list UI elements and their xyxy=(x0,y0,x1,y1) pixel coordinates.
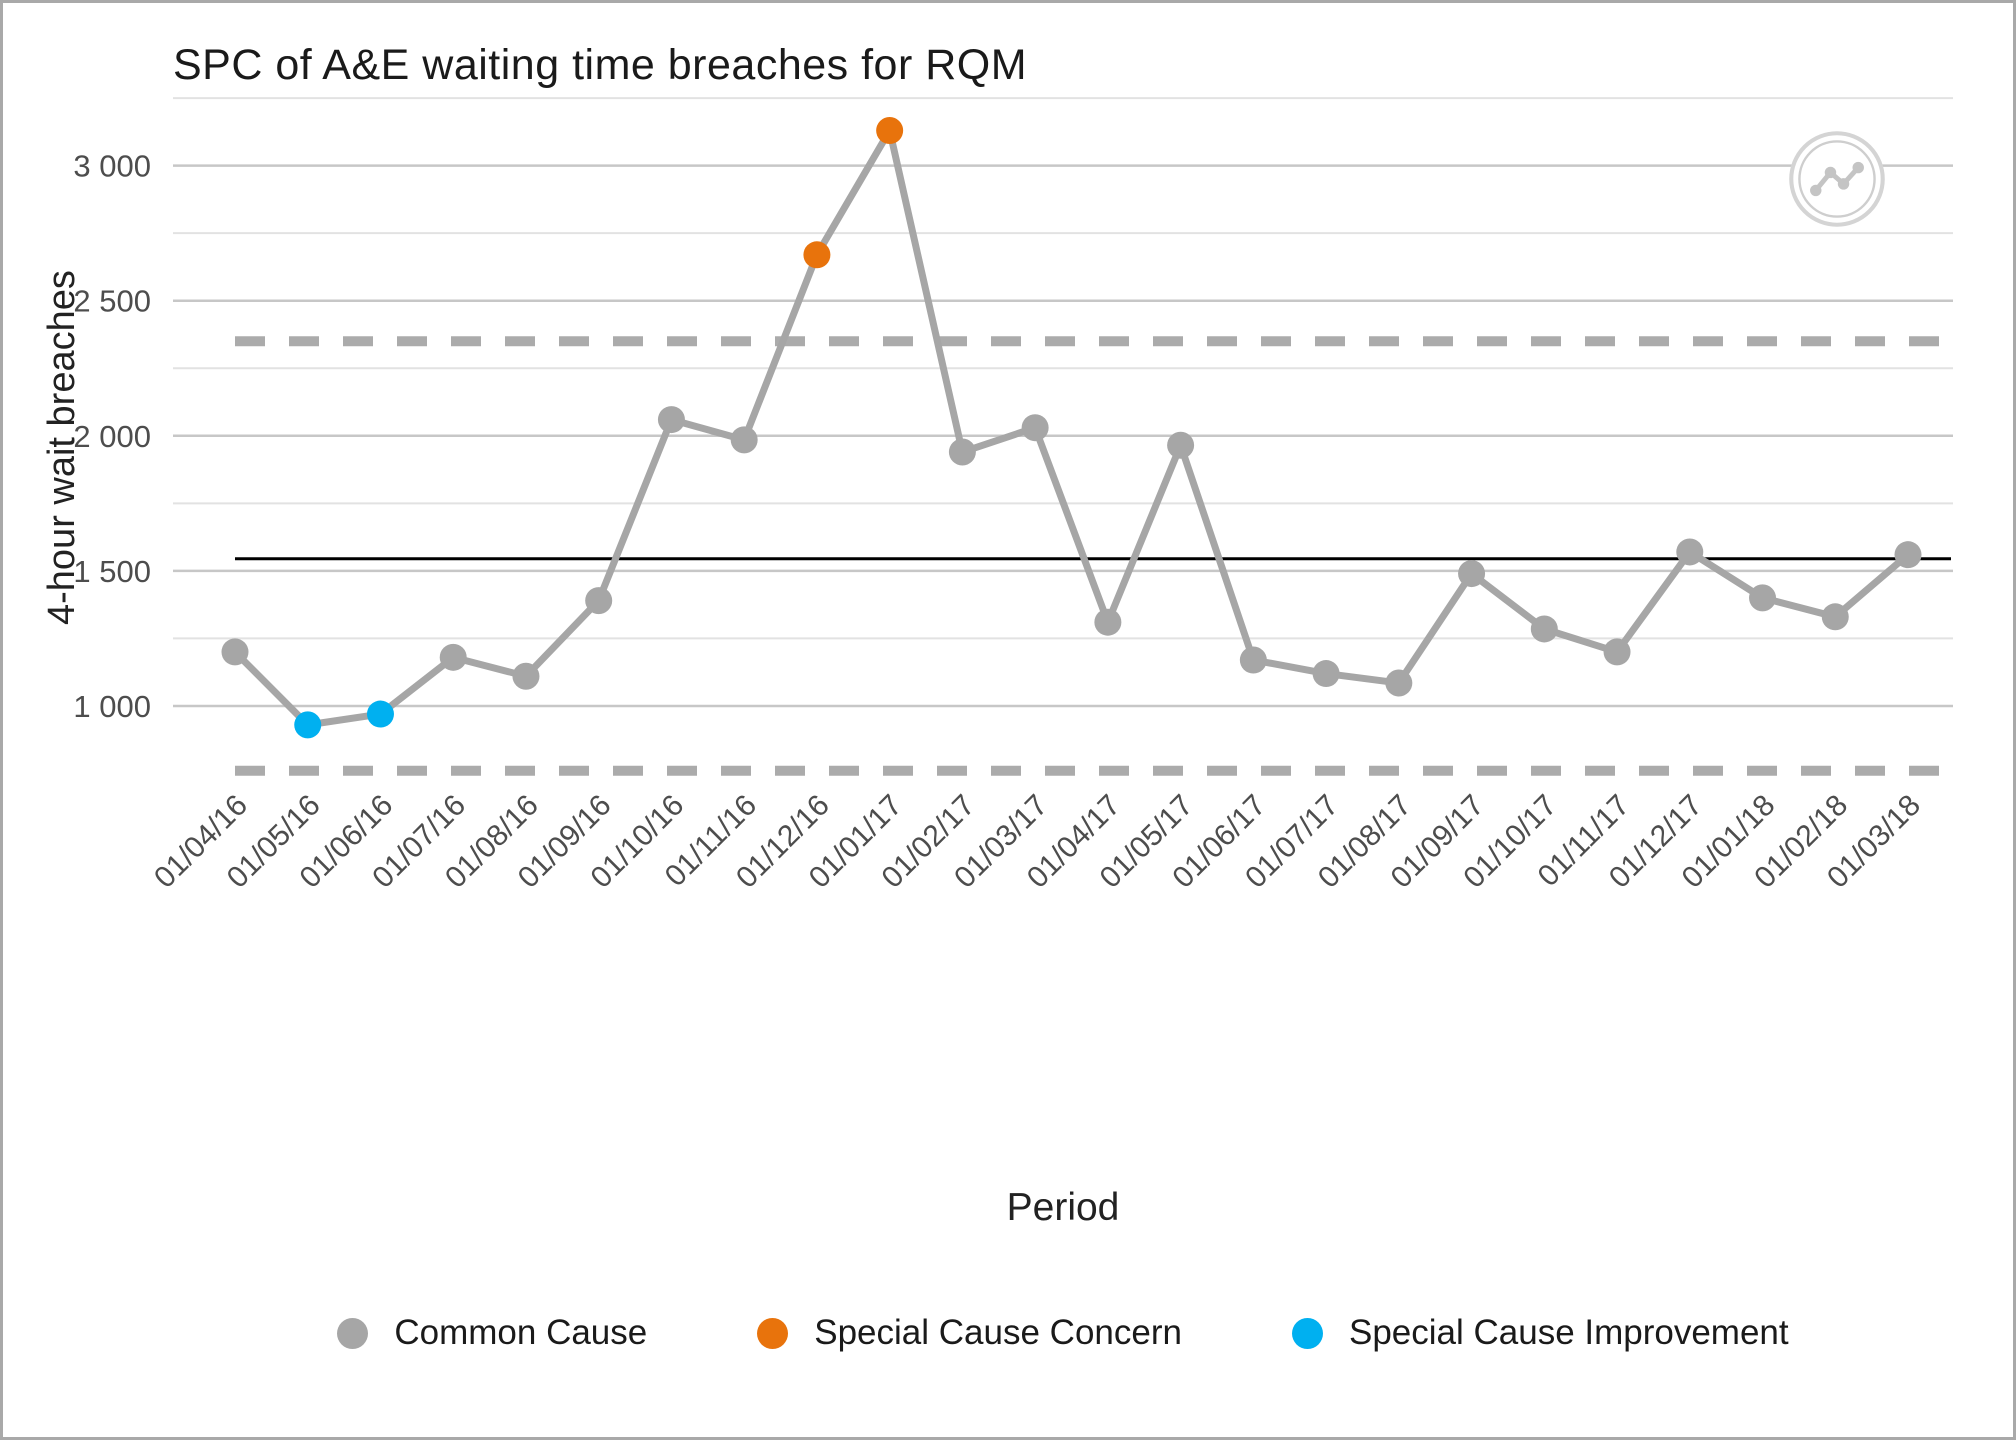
data-point-common xyxy=(948,438,976,466)
data-point-common xyxy=(1021,414,1049,442)
legend-dot-common-cause xyxy=(337,1317,369,1349)
y-tick-label: 2 000 xyxy=(73,419,151,454)
y-tick-label: 1 000 xyxy=(73,689,151,724)
legend-item-common-cause: Common Cause xyxy=(337,1313,647,1353)
data-point-concern xyxy=(803,241,831,269)
data-point-common xyxy=(730,426,758,454)
data-point-improvement xyxy=(366,700,394,728)
legend-dot-special-cause-improvement xyxy=(1291,1317,1323,1349)
data-point-common xyxy=(1385,669,1413,697)
data-point-common xyxy=(1530,615,1558,643)
legend-dot-special-cause-concern xyxy=(757,1317,789,1349)
y-tick-label: 2 500 xyxy=(73,284,151,319)
y-tick-label: 3 000 xyxy=(73,149,151,184)
data-point-common xyxy=(1458,560,1486,588)
legend-item-special-cause-concern: Special Cause Concern xyxy=(757,1313,1182,1353)
data-point-common xyxy=(1239,646,1267,674)
legend-item-special-cause-improvement: Special Cause Improvement xyxy=(1291,1313,1789,1353)
legend-label-special-cause-improvement: Special Cause Improvement xyxy=(1348,1313,1789,1352)
data-point-common xyxy=(657,406,685,434)
data-point-improvement xyxy=(294,711,322,739)
data-point-common xyxy=(585,587,613,615)
data-point-common xyxy=(1167,431,1195,459)
data-point-common xyxy=(1603,638,1631,666)
data-point-common xyxy=(1749,584,1777,612)
legend-label-common-cause: Common Cause xyxy=(394,1313,648,1352)
data-point-common xyxy=(512,662,540,690)
data-point-common xyxy=(1676,538,1704,566)
y-tick-label: 1 500 xyxy=(73,554,151,589)
x-axis-label: Period xyxy=(1006,1186,1120,1229)
data-point-concern xyxy=(876,117,904,145)
data-point-common xyxy=(1312,660,1340,688)
spc-logo-icon xyxy=(1789,131,1885,227)
data-point-common xyxy=(1894,541,1922,569)
chart-legend: Common Cause Special Cause Concern Speci… xyxy=(173,1301,1953,1365)
data-point-common xyxy=(439,643,467,671)
data-point-common xyxy=(1821,603,1849,631)
series-line xyxy=(231,127,1912,729)
chart-title: SPC of A&E waiting time breaches for RQM xyxy=(173,41,1028,89)
legend-label-special-cause-concern: Special Cause Concern xyxy=(814,1313,1182,1352)
data-point-common xyxy=(1094,608,1122,636)
data-point-common xyxy=(221,638,249,666)
